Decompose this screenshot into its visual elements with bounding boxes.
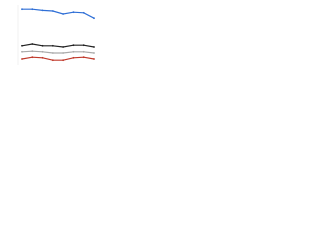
series-line — [22, 8, 95, 19]
data-point — [41, 50, 44, 53]
data-point — [51, 44, 54, 47]
data-point — [93, 58, 95, 60]
data-point — [41, 9, 44, 12]
series-line — [21, 43, 95, 48]
data-point — [31, 43, 34, 45]
data-point — [21, 58, 23, 60]
data-point — [21, 44, 23, 47]
data-point — [72, 11, 75, 14]
data-point — [51, 59, 54, 62]
data-point — [41, 44, 44, 47]
data-point — [72, 56, 75, 59]
data-point — [82, 11, 85, 14]
data-point — [93, 46, 95, 48]
data-point — [31, 56, 34, 59]
data-point — [51, 10, 54, 12]
data-point — [93, 17, 95, 20]
data-point — [51, 52, 54, 54]
series-line — [21, 50, 95, 54]
data-point — [82, 56, 85, 59]
data-point — [41, 56, 44, 59]
data-point — [72, 50, 75, 53]
data-point — [31, 50, 34, 53]
data-point — [31, 8, 34, 11]
data-point — [82, 50, 85, 53]
chart — [0, 0, 100, 71]
data-point — [93, 52, 95, 54]
data-point — [72, 44, 75, 47]
series-line — [21, 56, 95, 61]
data-point — [62, 13, 65, 15]
data-point — [62, 52, 65, 54]
data-point — [62, 59, 65, 62]
data-point — [62, 46, 65, 48]
data-point — [82, 44, 85, 47]
data-point — [21, 8, 23, 11]
data-point — [21, 50, 23, 53]
